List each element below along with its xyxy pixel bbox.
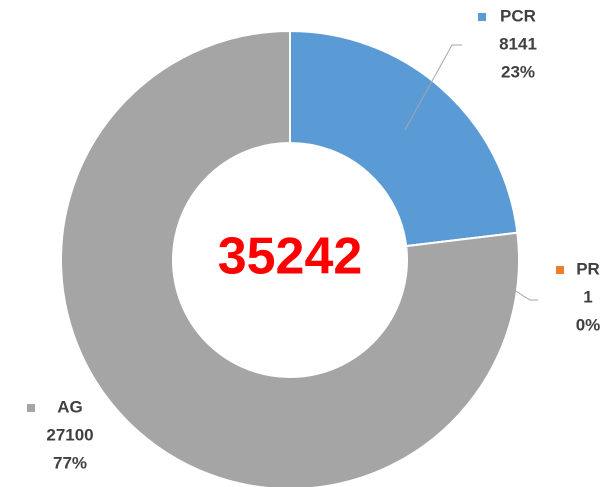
- data-label-value: 1: [583, 287, 592, 306]
- leader-line: [404, 44, 462, 131]
- data-label-value: 27100: [46, 425, 93, 444]
- legend-swatch: [556, 266, 564, 274]
- donut-slice: [289, 29, 519, 248]
- donut-slice: [60, 29, 520, 487]
- data-label-percent: 23%: [501, 62, 535, 81]
- data-label-name: PR: [576, 259, 600, 278]
- legend-swatch: [27, 404, 35, 412]
- data-label-name: PCR: [500, 6, 536, 25]
- legend-swatch: [478, 13, 486, 21]
- data-label-name: AG: [57, 397, 83, 416]
- data-label-percent: 0%: [576, 315, 601, 334]
- leader-line: [513, 289, 538, 301]
- data-label-value: 8141: [499, 34, 537, 53]
- data-label-percent: 77%: [53, 453, 87, 472]
- center-total: 35242: [218, 228, 363, 286]
